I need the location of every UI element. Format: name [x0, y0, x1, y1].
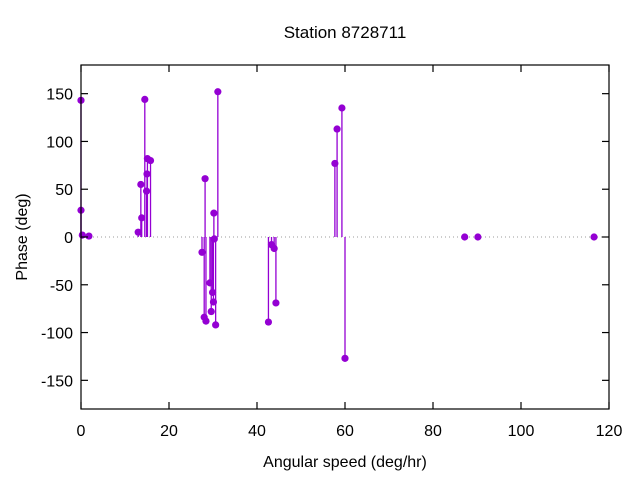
data-point: [331, 159, 339, 168]
x-tick-label: 100: [508, 423, 535, 440]
data-point: [212, 321, 220, 329]
axis-tick-labels: 0 20 40 60 80 100 120 -150 -100 -50 0 50 100 150: [41, 87, 622, 440]
x-tick-label: 0: [77, 423, 86, 440]
data-point: [272, 299, 280, 307]
data-point: [209, 298, 218, 306]
x-tick-label: 80: [424, 423, 442, 440]
data-point: [142, 187, 151, 195]
data-point: [590, 233, 598, 241]
data-point: [206, 279, 214, 287]
x-tick-label: 40: [248, 423, 266, 440]
y-tick-label: -50: [50, 278, 73, 295]
data-point: [210, 235, 218, 243]
data-point: [207, 307, 215, 316]
chart-title: Station 8728711: [284, 23, 407, 42]
data-point: [143, 170, 151, 178]
y-tick-label: -100: [41, 326, 73, 343]
data-point: [210, 209, 218, 217]
x-tick-label: 120: [596, 423, 623, 440]
data-point: [333, 125, 341, 133]
data-point: [338, 104, 346, 112]
data-point: [141, 95, 149, 103]
y-tick-label: -150: [41, 373, 73, 390]
data-point: [138, 214, 146, 222]
x-tick-label: 20: [160, 423, 178, 440]
y-tick-label: 0: [64, 230, 73, 247]
x-tick-label: 60: [336, 423, 354, 440]
data-point: [202, 317, 210, 325]
data-point: [146, 156, 155, 165]
data-point: [78, 231, 86, 239]
data-point: [474, 233, 482, 241]
plot-border: [80, 64, 610, 410]
data-point: [198, 248, 206, 256]
data-point: [134, 228, 142, 236]
data-point: [461, 233, 469, 241]
y-tick-label: 150: [46, 87, 73, 104]
data-point: [208, 288, 217, 297]
y-tick-label: 100: [46, 134, 73, 151]
data-point: [264, 318, 273, 326]
data-point: [270, 244, 278, 253]
data-point: [341, 354, 349, 362]
x-axis-label: Angular speed (deg/hr): [263, 454, 427, 471]
y-axis-label: Phase (deg): [14, 193, 31, 280]
data-point: [201, 175, 209, 183]
data-point: [85, 232, 93, 240]
data-point: [137, 180, 145, 189]
data-point: [214, 88, 222, 96]
y-tick-label: 50: [55, 182, 73, 199]
